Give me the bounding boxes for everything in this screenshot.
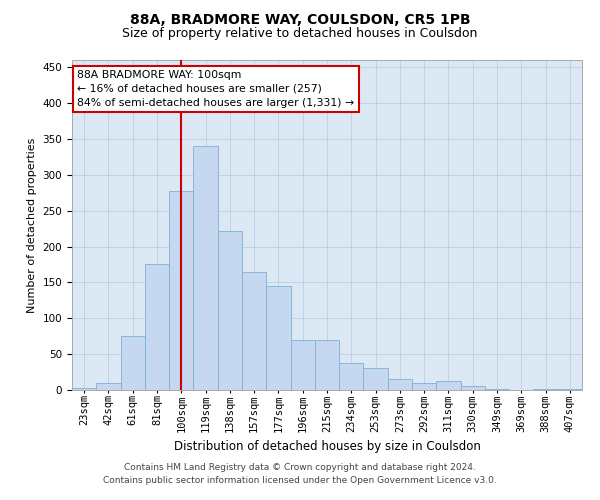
Bar (72, 388, 96, 390)
Bar (96, 383, 121, 390)
Text: 88A, BRADMORE WAY, COULSDON, CR5 1PB: 88A, BRADMORE WAY, COULSDON, CR5 1PB (130, 12, 470, 26)
Text: Size of property relative to detached houses in Coulsdon: Size of property relative to detached ho… (122, 28, 478, 40)
Bar (242, 272, 266, 390)
Y-axis label: Number of detached properties: Number of detached properties (27, 138, 37, 312)
Bar (121, 336, 145, 390)
Text: 88A BRADMORE WAY: 100sqm
← 16% of detached houses are smaller (257)
84% of semi-: 88A BRADMORE WAY: 100sqm ← 16% of detach… (77, 70, 354, 108)
Bar (388, 379, 412, 390)
Bar (266, 286, 290, 390)
Bar (436, 380, 461, 390)
Bar (533, 388, 558, 390)
Bar (315, 340, 339, 390)
Bar (339, 364, 364, 390)
Bar (145, 264, 169, 390)
Bar (218, 230, 242, 390)
Bar (412, 383, 436, 390)
Bar (461, 386, 485, 390)
Bar (169, 190, 193, 390)
X-axis label: Distribution of detached houses by size in Coulsdon: Distribution of detached houses by size … (173, 440, 481, 453)
Bar (290, 340, 315, 390)
Bar (193, 146, 218, 390)
Text: Contains HM Land Registry data © Crown copyright and database right 2024.: Contains HM Land Registry data © Crown c… (124, 464, 476, 472)
Bar (364, 368, 388, 390)
Text: Contains public sector information licensed under the Open Government Licence v3: Contains public sector information licen… (103, 476, 497, 485)
Bar (485, 388, 509, 390)
